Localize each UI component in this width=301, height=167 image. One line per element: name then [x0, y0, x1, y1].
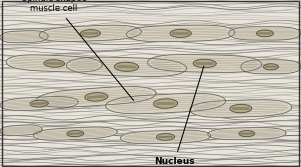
- Polygon shape: [0, 125, 42, 136]
- Polygon shape: [44, 60, 64, 67]
- Polygon shape: [241, 60, 301, 74]
- Polygon shape: [256, 30, 273, 37]
- Polygon shape: [239, 131, 255, 137]
- Polygon shape: [126, 25, 235, 42]
- Polygon shape: [154, 99, 178, 108]
- Polygon shape: [66, 57, 187, 76]
- Polygon shape: [120, 130, 211, 144]
- Polygon shape: [147, 54, 262, 72]
- Text: Nucleus: Nucleus: [154, 66, 204, 166]
- Polygon shape: [6, 55, 102, 72]
- Polygon shape: [193, 59, 216, 68]
- Polygon shape: [30, 100, 48, 107]
- Polygon shape: [33, 127, 117, 140]
- Polygon shape: [85, 93, 108, 101]
- Polygon shape: [39, 25, 141, 42]
- Polygon shape: [230, 104, 252, 113]
- Polygon shape: [229, 27, 301, 40]
- Polygon shape: [67, 131, 84, 137]
- Polygon shape: [263, 64, 278, 70]
- Polygon shape: [157, 134, 175, 140]
- Polygon shape: [170, 29, 191, 37]
- Polygon shape: [80, 30, 100, 37]
- Text: Spindle shaped
muscle cell: Spindle shaped muscle cell: [22, 0, 134, 101]
- Polygon shape: [36, 87, 156, 107]
- Polygon shape: [190, 100, 292, 117]
- Polygon shape: [208, 128, 286, 140]
- Polygon shape: [106, 93, 225, 114]
- Polygon shape: [0, 31, 48, 43]
- Polygon shape: [114, 62, 138, 71]
- Polygon shape: [0, 97, 78, 111]
